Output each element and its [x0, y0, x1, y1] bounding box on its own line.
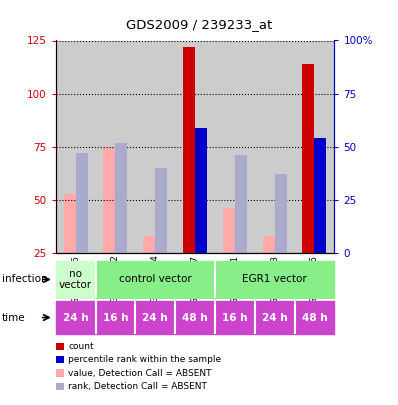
Text: rank, Detection Call = ABSENT: rank, Detection Call = ABSENT [68, 382, 207, 391]
Bar [135, 301, 175, 334]
Bar [143, 236, 155, 253]
Text: 16 h: 16 h [103, 313, 128, 322]
Text: 48 h: 48 h [182, 313, 208, 322]
Text: control vector: control vector [119, 275, 191, 284]
Bar [56, 40, 96, 253]
Bar [103, 147, 115, 253]
Bar [115, 143, 127, 253]
Bar [302, 64, 314, 253]
Bar [76, 153, 88, 253]
Text: value, Detection Call = ABSENT: value, Detection Call = ABSENT [68, 369, 212, 377]
Bar [295, 301, 334, 334]
Bar [175, 40, 215, 253]
Bar [255, 40, 295, 253]
Text: 24 h: 24 h [142, 313, 168, 322]
Text: time: time [2, 313, 25, 322]
Bar [223, 209, 235, 253]
Bar [56, 301, 96, 334]
Text: 48 h: 48 h [302, 313, 327, 322]
Bar [155, 168, 167, 253]
Bar [64, 194, 76, 253]
Text: 16 h: 16 h [222, 313, 248, 322]
Text: 24 h: 24 h [63, 313, 88, 322]
Bar [215, 301, 255, 334]
Bar [215, 40, 255, 253]
Text: infection: infection [2, 275, 48, 284]
Bar [235, 155, 247, 253]
Bar [275, 175, 287, 253]
Text: count: count [68, 342, 94, 351]
Text: 24 h: 24 h [262, 313, 287, 322]
Text: GDS2009 / 239233_at: GDS2009 / 239233_at [126, 18, 272, 31]
Bar [183, 47, 195, 253]
Bar [314, 139, 326, 253]
Bar [96, 301, 135, 334]
Bar [195, 128, 207, 253]
Bar [175, 301, 215, 334]
Bar [215, 261, 334, 298]
Bar [96, 40, 135, 253]
Bar [96, 261, 215, 298]
Bar [263, 236, 275, 253]
Text: no
vector: no vector [59, 269, 92, 290]
Bar [56, 261, 96, 298]
Bar [295, 40, 334, 253]
Text: percentile rank within the sample: percentile rank within the sample [68, 355, 222, 364]
Bar [255, 301, 295, 334]
Text: EGR1 vector: EGR1 vector [242, 275, 307, 284]
Bar [135, 40, 175, 253]
